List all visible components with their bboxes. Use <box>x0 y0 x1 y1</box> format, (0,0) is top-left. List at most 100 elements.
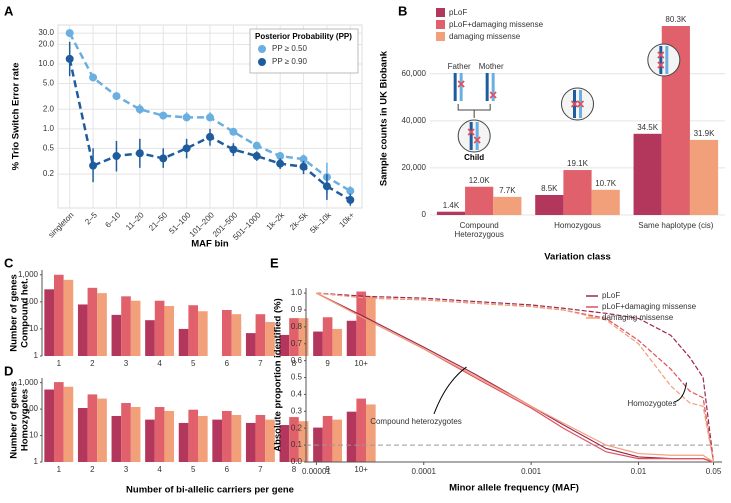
bar <box>366 404 376 462</box>
y-tick-label: 10.0 <box>38 59 54 68</box>
variant-mark <box>467 128 475 136</box>
bar <box>44 289 54 356</box>
bar <box>77 408 88 462</box>
x-tick-label: 3 <box>124 359 129 368</box>
bar <box>63 386 74 462</box>
x-tick-label: 7 <box>258 359 263 368</box>
y-tick-label: 20,000 <box>402 163 427 172</box>
x-axis-title: Minor allele frequency (MAF) <box>449 483 579 494</box>
bar <box>97 293 107 356</box>
x-tick-label: 10+ <box>354 359 368 368</box>
point <box>206 113 214 122</box>
y-tick-label: 20.0 <box>38 40 54 49</box>
x-tick-label: 11–20 <box>124 210 146 232</box>
bar <box>279 425 290 462</box>
bar <box>289 318 299 356</box>
x-tick-label: Compound Heterozygous <box>454 221 504 239</box>
panel-label: C <box>4 255 14 270</box>
value-label: 34.5K <box>637 123 659 132</box>
y-tick-label: 1,000 <box>18 378 39 387</box>
x-tick-label-box: Compound Heterozygous <box>454 221 504 239</box>
y-tick-label: 1 <box>34 457 39 466</box>
x-tick-label: 2 <box>90 359 95 368</box>
legend-label: pLoF+damaging missense <box>449 20 544 29</box>
bar <box>154 407 165 462</box>
variant-mark <box>576 100 585 108</box>
y-tick-label: 10 <box>29 324 38 333</box>
x-tick-label: 0.05 <box>706 467 722 476</box>
diagram-circle <box>647 43 681 77</box>
bar <box>145 419 155 462</box>
legend-marker <box>258 45 266 53</box>
point <box>89 73 98 82</box>
x-tick-label: 9 <box>325 359 330 368</box>
y-tick-label: 0.8 <box>291 322 303 331</box>
y-tick-label: 1 <box>34 351 39 360</box>
homozygote-line <box>316 292 715 463</box>
diagram-circle <box>457 119 491 153</box>
bar <box>289 417 299 462</box>
point <box>65 54 74 63</box>
bar <box>188 305 199 356</box>
y-axis-title: Number of genes <box>9 274 20 352</box>
y-tick-label: 100 <box>25 297 39 306</box>
bar <box>97 398 107 462</box>
bar <box>145 320 155 356</box>
x-tick-label: 0.01 <box>631 467 647 476</box>
homozygote-line <box>316 292 715 463</box>
point <box>229 145 238 154</box>
bar <box>298 318 309 356</box>
y-tick-label: 0.5 <box>291 373 303 382</box>
point <box>252 152 261 161</box>
x-tick-label-box: Same haplotype (cis) <box>638 221 713 230</box>
bar <box>130 407 141 462</box>
x-tick-label: 0.0001 <box>412 467 437 476</box>
point <box>159 111 168 120</box>
bar <box>221 410 232 462</box>
y-tick-label: 1.0 <box>43 124 55 133</box>
bar <box>245 422 256 462</box>
bar <box>313 331 323 356</box>
point <box>89 161 98 170</box>
legend-label: PP ≥ 0.90 <box>272 57 307 66</box>
bar <box>111 314 122 356</box>
x-tick-label: 5k–10k <box>308 210 333 235</box>
bar <box>332 328 343 356</box>
legend-title: Posterior Probability (PP) <box>255 32 352 41</box>
point <box>135 105 144 114</box>
y-axis-title: Number of genes <box>9 381 20 459</box>
bar <box>265 322 275 356</box>
x-tick-label: 1 <box>57 465 62 474</box>
x-tick-label: 3 <box>124 465 129 474</box>
panel-label: B <box>398 3 407 18</box>
y-tick-label: 10 <box>29 431 38 440</box>
y-tick-label: 0.0 <box>291 457 303 466</box>
value-label: 10.7K <box>595 179 617 188</box>
bar <box>44 389 54 462</box>
point <box>135 149 144 158</box>
x-tick-label: 10+ <box>354 465 368 474</box>
x-axis-title: MAF bin <box>191 239 229 250</box>
bar <box>265 419 275 462</box>
diagram-label: Child <box>464 153 484 162</box>
y-tick-label: 0.6 <box>291 356 303 365</box>
x-tick-label: 1 <box>57 359 62 368</box>
bar <box>53 274 64 356</box>
panel-label: E <box>270 255 279 270</box>
bar <box>356 291 367 356</box>
y-tick-label: 0.5 <box>43 143 55 152</box>
y-tick-label: 5.0 <box>43 79 55 88</box>
x-tick-label: 4 <box>157 465 162 474</box>
legend-swatch <box>436 32 445 41</box>
x-tick-label: 0.00001 <box>302 467 331 476</box>
bar <box>63 279 74 356</box>
point <box>346 195 355 204</box>
legend-label: pLoF+damaging missense <box>602 302 697 311</box>
point <box>182 144 191 153</box>
annotation: Compound heterozygotes <box>370 417 462 426</box>
y-tick-label: 0.4 <box>291 390 303 399</box>
bar <box>178 328 189 356</box>
point <box>112 92 121 101</box>
legend-label: pLoF <box>602 291 620 300</box>
panel-label: D <box>4 363 13 378</box>
